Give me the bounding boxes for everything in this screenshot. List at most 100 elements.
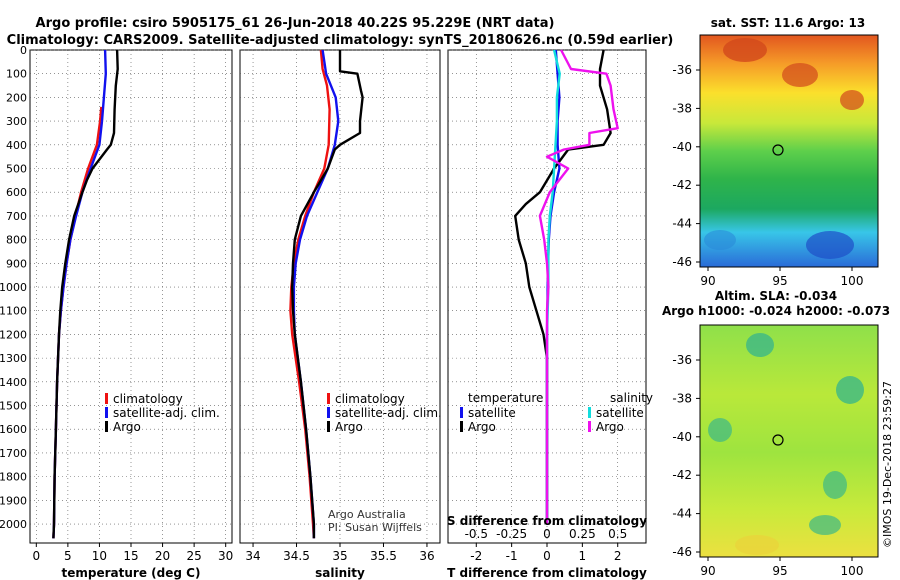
- y-tick-label: 200: [6, 91, 27, 104]
- y-tick-label: 1500: [0, 400, 27, 413]
- difference-legend: temperature salinity satellite Argo sate…: [460, 391, 653, 434]
- x-tick-label: 5: [64, 549, 72, 563]
- map-y-tick-label: -44: [672, 507, 692, 521]
- sla-eddy: [823, 471, 847, 499]
- map-frame: [699, 324, 879, 558]
- map-y-tick-label: -44: [672, 217, 692, 231]
- series-line-argo: [291, 50, 364, 539]
- legend-swatch-sal-argo: [588, 421, 591, 432]
- sla-field: [700, 325, 878, 557]
- series-line-salinity-argo: [538, 49, 619, 524]
- sst-warm-patch: [782, 63, 818, 87]
- sla-map: [700, 325, 878, 557]
- x-tick-label: 10: [92, 549, 107, 563]
- sla-map-title-1: Altim. SLA: -0.034: [715, 289, 837, 303]
- y-tick-label: 1700: [0, 447, 27, 460]
- map-x-tick-label: 100: [841, 564, 864, 578]
- legend-label: Argo: [113, 420, 141, 434]
- map-y-tick-label: -38: [672, 101, 692, 115]
- sla-eddy: [809, 515, 841, 535]
- x2-axis-label: S difference from climatology: [447, 514, 647, 528]
- x2-tick-label: 0: [543, 527, 551, 541]
- sla-map-title-2: Argo h1000: -0.024 h2000: -0.073: [662, 304, 890, 318]
- x-tick-label: 30: [218, 549, 233, 563]
- legend-label: satellite: [596, 406, 644, 420]
- sst-warm-patch: [840, 90, 864, 110]
- legend-swatch-climatology: [105, 393, 108, 404]
- x-tick-label: 1: [579, 549, 587, 563]
- y-tick-label: 0: [20, 44, 27, 57]
- legend-swatch-argo: [327, 421, 330, 432]
- legend-label: climatology: [113, 392, 183, 406]
- x-tick-label: 0: [543, 549, 551, 563]
- x-tick-label: 15: [123, 549, 138, 563]
- sla-eddy: [746, 333, 774, 357]
- legend-title-temperature: temperature: [468, 391, 543, 405]
- x-axis-label: temperature (deg C): [62, 566, 201, 580]
- credit-pi: PI: Susan Wijffels: [328, 521, 422, 534]
- legend-label: Argo: [596, 420, 624, 434]
- series-line-argo: [52, 49, 119, 539]
- plot-frame: [29, 49, 233, 544]
- legend-swatch-sal-satellite: [588, 407, 591, 418]
- map-y-tick-label: -40: [672, 430, 692, 444]
- imos-credit: ©IMOS 19-Dec-2018 23:59:27: [881, 381, 894, 548]
- sst-map-title: sat. SST: 11.6 Argo: 13: [711, 16, 865, 30]
- map-x-tick-label: 95: [772, 564, 787, 578]
- x-tick-label: 36: [419, 549, 434, 563]
- legend-swatch-climatology: [327, 393, 330, 404]
- y-tick-label: 1200: [0, 328, 27, 341]
- x-axis-label: T difference from climatology: [447, 566, 647, 580]
- temperature-panel: 0100200300400500600700800900100011001200…: [0, 44, 233, 580]
- y-tick-label: 2000: [0, 518, 27, 531]
- x2-tick-label: 0.5: [608, 527, 627, 541]
- temperature-legend: climatology satellite-adj. clim. Argo: [105, 392, 220, 434]
- y-tick-label: 100: [6, 68, 27, 81]
- legend-swatch-satellite: [105, 407, 108, 418]
- y-tick-label: 1400: [0, 376, 27, 389]
- sst-warm-patch: [723, 38, 767, 62]
- map-y-tick-label: -42: [672, 468, 692, 482]
- y-tick-label: 1300: [0, 352, 27, 365]
- sla-eddy: [836, 376, 864, 404]
- credit-argo-australia: Argo Australia: [328, 508, 406, 521]
- y-tick-label: 900: [6, 257, 27, 270]
- y-tick-label: 1900: [0, 494, 27, 507]
- legend-label: climatology: [335, 392, 405, 406]
- x-tick-label: 34.5: [283, 549, 310, 563]
- legend-swatch-satellite: [327, 407, 330, 418]
- x-tick-label: 0: [32, 549, 40, 563]
- salinity-legend: climatology satellite-adj. clim. Argo: [327, 392, 442, 434]
- difference-panel: -2 -1 0 1 2 -0.5 -0.25 0 0.25 0.5 T difference fro…: [447, 49, 647, 580]
- sst-float-marker: [772, 144, 784, 156]
- y-tick-label: 500: [6, 163, 27, 176]
- map-axes: -36 -38 -40 -42 -44 -46 90 95 100 -36 -38 -40 -42 -44…: [672, 34, 879, 578]
- legend-label: Argo: [468, 420, 496, 434]
- y-tick-label: 600: [6, 186, 27, 199]
- map-x-tick-label: 90: [700, 564, 715, 578]
- y-tick-label: 400: [6, 139, 27, 152]
- legend-swatch-temp-satellite: [460, 407, 463, 418]
- x-tick-label: 35: [332, 549, 347, 563]
- map-y-tick-label: -40: [672, 140, 692, 154]
- legend-title-salinity: salinity: [610, 391, 653, 405]
- x-tick-label: 35.5: [370, 549, 397, 563]
- x-tick-label: 2: [614, 549, 622, 563]
- map-y-tick-label: -42: [672, 178, 692, 192]
- x-tick-label: 25: [186, 549, 201, 563]
- legend-label: satellite: [468, 406, 516, 420]
- x-tick-label: -2: [470, 549, 482, 563]
- map-y-tick-label: -36: [672, 353, 692, 367]
- y-tick-label: 1000: [0, 281, 27, 294]
- x2-tick-label: 0.25: [569, 527, 596, 541]
- legend-label: satellite-adj. clim.: [113, 406, 220, 420]
- map-frame: [699, 34, 879, 268]
- sst-map: [700, 35, 878, 267]
- y-tick-label: 300: [6, 115, 27, 128]
- salinity-panel: 34 34.5 35 35.5 36 salinity: [239, 49, 441, 580]
- x2-tick-label: -0.25: [496, 527, 527, 541]
- x-axis-label: salinity: [315, 566, 365, 580]
- title-line-1: Argo profile: csiro 5905175_61 26-Jun-20…: [36, 16, 555, 31]
- y-tick-label: 1800: [0, 471, 27, 484]
